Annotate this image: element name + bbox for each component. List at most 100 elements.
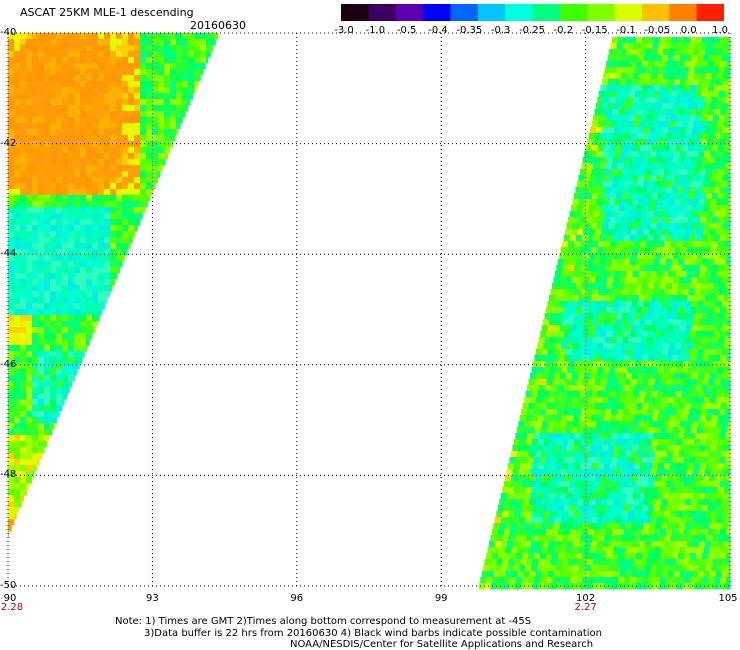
swath-cell [701,163,708,170]
swath-cell [696,181,704,188]
swath-cell [694,67,702,74]
swath-cell [44,105,51,112]
swath-cell [706,265,713,272]
swath-cell [598,313,606,320]
swath-cell [122,153,129,160]
swath-cell [671,457,678,464]
swath-cell [729,415,731,422]
swath-cell [613,475,620,482]
swath-cell [685,325,693,332]
swath-cell [711,565,718,572]
swath-cell [628,463,635,470]
swath-cell [200,45,207,52]
swath-cell [660,205,668,212]
swath-cell [116,201,123,208]
swath-cell [649,229,656,236]
swath-cell [20,33,27,40]
swath-cell [657,145,665,152]
swath-cell [590,199,597,206]
swath-cell [662,127,669,134]
swath-cell [636,331,643,338]
swath-cell [549,439,557,446]
swath-cell [639,193,647,200]
swath-cell [644,541,652,548]
swath-cell [575,187,582,194]
swath-cell [38,177,45,184]
swath-cell [632,247,640,254]
swath-cell [684,403,692,410]
swath-cell [32,279,39,286]
swath-cell [682,361,690,368]
swath-cell [658,535,665,542]
swath-cell [563,409,570,416]
swath-cell [14,147,21,154]
swath-cell [710,397,717,404]
swath-cell [545,385,552,392]
swath-cell [574,361,582,368]
swath-cell [714,61,721,68]
swath-cell [68,237,75,244]
swath-cell [68,321,75,328]
swath-cell [667,571,675,578]
swath-cell [552,355,559,362]
swath-cell [703,349,711,356]
swath-cell [711,49,718,56]
swath-cell [158,45,165,52]
swath-cell [580,217,587,224]
swath-cell [518,421,525,428]
swath-cell [152,105,159,112]
swath-cell [658,91,666,98]
swath-cell [567,391,574,398]
swath-cell [569,433,576,440]
swath-cell [673,103,681,110]
swath-cell [639,439,647,446]
swath-cell [634,361,642,368]
swath-cell [182,63,189,70]
swath-cell [630,553,637,560]
swath-cell [728,397,731,404]
swath-cell [86,207,93,214]
swath-cell [543,439,551,446]
swath-cell [146,153,153,160]
swath-cell [601,475,608,482]
swath-cell [32,429,39,436]
swath-cell [591,391,598,398]
swath-cell [508,511,515,518]
swath-cell [587,211,594,218]
swath-cell [626,493,634,500]
swath-cell [68,387,70,394]
swath-cell [677,409,684,416]
swath-cell [657,367,664,374]
swath-cell [122,87,129,94]
swath-cell [50,285,57,292]
swath-cell [646,535,653,542]
swath-cell [625,253,632,260]
swath-cell [631,499,638,506]
swath-cell [648,181,656,188]
swath-cell [616,583,624,590]
swath-cell [697,571,705,578]
swath-cell [632,445,639,452]
swath-cell [610,337,618,344]
swath-cell [8,159,15,166]
swath-cell [689,433,696,440]
swath-cell [552,379,559,386]
swath-cell [569,259,577,266]
swath-cell [146,117,153,124]
swath-cell [695,385,702,392]
swath-cell [128,147,135,154]
swath-cell [657,391,664,398]
swath-cell [104,231,111,238]
swath-cell [620,445,627,452]
swath-cell [686,445,693,452]
swath-cell [26,393,33,400]
swath-cell [612,61,619,68]
swath-cell [624,37,631,44]
swath-cell [538,559,545,566]
swath-cell [618,205,626,212]
swath-cell [170,39,177,46]
swath-cell [703,79,711,86]
swath-cell [633,415,641,422]
swath-cell [672,109,679,116]
swath-cell [68,273,75,280]
